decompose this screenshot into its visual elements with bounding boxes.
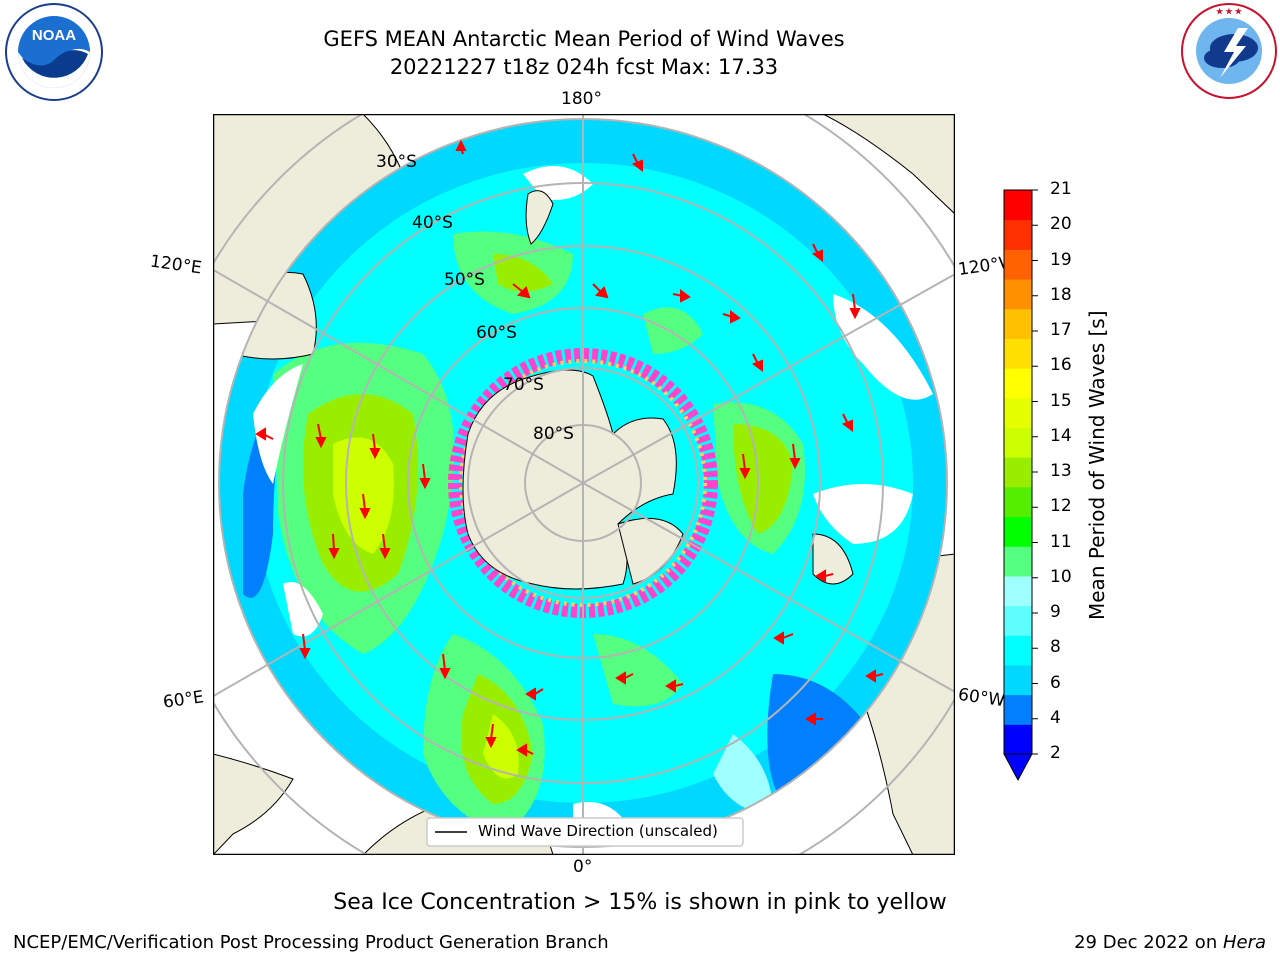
colorbar-tick-label: 11: [1050, 531, 1072, 552]
colorbar-segment: [1004, 575, 1032, 607]
colorbar-segment: [1004, 694, 1032, 725]
colorbar-tick-label: 16: [1050, 355, 1072, 376]
colorbar-segment: [1004, 279, 1032, 310]
colorbar-tick-label: 17: [1050, 320, 1072, 340]
legend-box: [426, 817, 744, 847]
colorbar-segment: [1004, 724, 1032, 755]
footer-date: 29 Dec 2022 on Hera: [1074, 932, 1266, 953]
lon-label-60w: 60°W: [956, 684, 1007, 712]
colorbar-extend-min: [1003, 753, 1033, 782]
colorbar-segment: [1004, 368, 1032, 399]
colorbar-segment: [1004, 427, 1032, 458]
colorbar-segment: [1004, 457, 1032, 488]
polar-map: [213, 114, 955, 855]
nws-logo: ★ ★ ★: [1181, 3, 1277, 99]
colorbar-segment: [1004, 249, 1032, 280]
lon-label-120e: 120°E: [148, 251, 203, 279]
colorbar-tick-label: 6: [1050, 672, 1061, 693]
wind-direction-arrows: [255, 139, 884, 757]
colorbar-segment: [1004, 516, 1032, 547]
lon-label-0: 0°: [573, 857, 593, 877]
colorbar-tick-label: 20: [1050, 214, 1072, 235]
lat-label-80s: 80°S: [533, 424, 574, 444]
colorbar-tick-label: 4: [1050, 707, 1061, 728]
colorbar-tick-label: 12: [1050, 496, 1072, 517]
colorbar-segment: [1004, 605, 1032, 636]
colorbar-segment: [1004, 219, 1032, 250]
map-title: GEFS MEAN Antarctic Mean Period of Wind …: [323, 27, 845, 51]
colorbar-tick-label: 13: [1050, 461, 1072, 481]
lon-label-180: 180°: [561, 89, 602, 109]
legend-label: Wind Wave Direction (unscaled): [478, 822, 718, 840]
footer-host: Hera: [1222, 932, 1266, 953]
noaa-logo: NOAA: [5, 3, 103, 101]
footer-branch: NCEP/EMC/Verification Post Processing Pr…: [13, 932, 609, 953]
colorbar-tick-label: 21: [1050, 179, 1072, 199]
lat-label-30s: 30°S: [376, 152, 417, 172]
colorbar-tick-label: 18: [1050, 284, 1072, 305]
colorbar-segment: [1004, 635, 1032, 666]
colorbar-segment: [1004, 190, 1032, 221]
colorbar-tick-label: 9: [1050, 602, 1061, 622]
colorbar-segment: [1004, 664, 1032, 696]
colorbar-segment: [1004, 338, 1032, 369]
colorbar-tick-label: 10: [1050, 566, 1072, 587]
colorbar-tick-label: 8: [1050, 637, 1061, 658]
colorbar-tick-label: 2: [1050, 743, 1061, 763]
map-subtitle: 20221227 t18z 024h fcst Max: 17.33: [389, 55, 779, 79]
lat-label-50s: 50°S: [444, 270, 485, 290]
footer-date-text: 29 Dec 2022 on: [1074, 932, 1223, 953]
svg-text:NOAA: NOAA: [32, 27, 76, 44]
lon-label-60e: 60°E: [161, 687, 206, 713]
lat-label-60s: 60°S: [476, 323, 517, 343]
lat-label-70s: 70°S: [503, 375, 544, 395]
colorbar-segment: [1004, 486, 1032, 518]
colorbar-tick-label: 14: [1050, 425, 1072, 446]
colorbar-segment: [1004, 308, 1032, 339]
svg-text:★ ★ ★: ★ ★ ★: [1216, 7, 1243, 16]
colorbar-segment: [1004, 397, 1032, 428]
colorbar-label: Mean Period of Wind Waves [s]: [1085, 310, 1109, 620]
colorbar-segment: [1004, 546, 1032, 577]
colorbar: [1003, 189, 1038, 782]
lat-label-40s: 40°S: [412, 213, 453, 233]
colorbar-tick-label: 19: [1050, 249, 1072, 270]
sea-ice-caption: Sea Ice Concentration > 15% is shown in …: [333, 890, 947, 915]
colorbar-tick-label: 15: [1050, 390, 1072, 411]
